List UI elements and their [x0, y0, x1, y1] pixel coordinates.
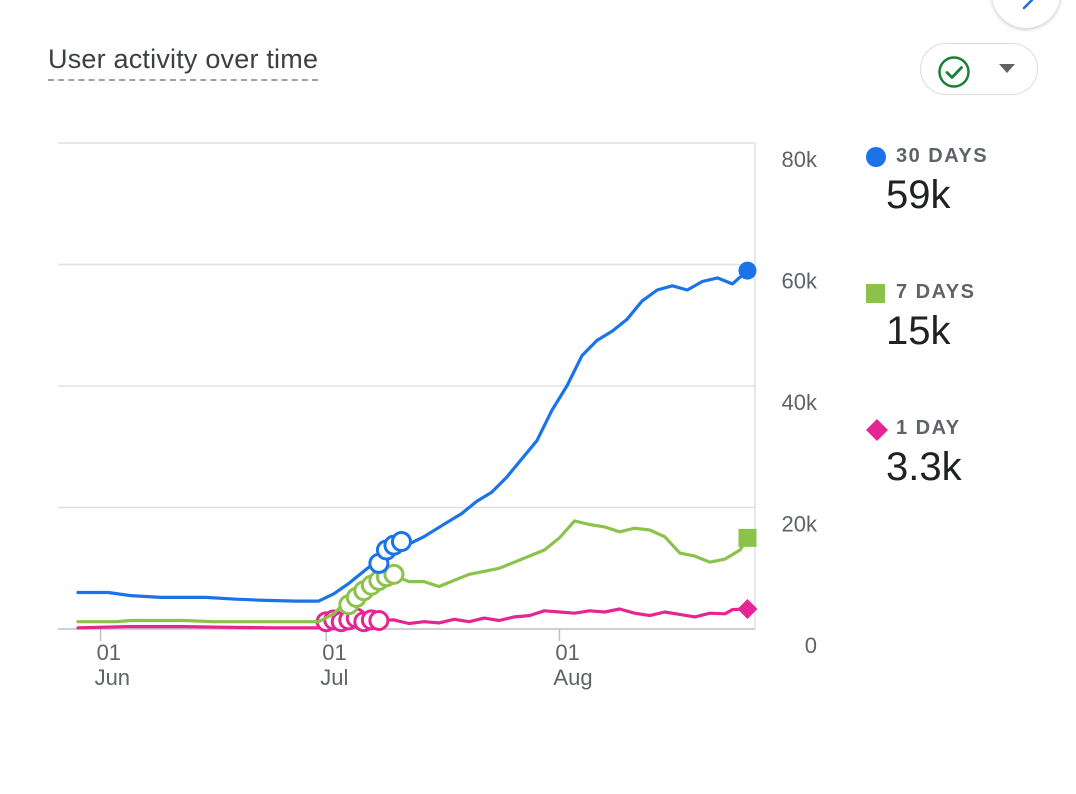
x-tick-month-label: Jul [320, 665, 348, 690]
legend-value: 3.3k [886, 445, 962, 489]
series-line [76, 269, 750, 603]
x-tick-day-label: 01 [555, 640, 579, 665]
anomaly-point[interactable] [383, 563, 405, 585]
x-tick-day-label: 01 [322, 640, 346, 665]
y-tick-label: 20k [782, 512, 818, 537]
y-tick-label: 60k [782, 269, 818, 294]
y-tick-label: 40k [782, 390, 818, 415]
legend-label: 7 DAYS [896, 281, 976, 303]
caret-down-icon [999, 64, 1015, 73]
anomaly-point[interactable] [368, 609, 390, 631]
chevron-icon [1022, 0, 1034, 10]
x-tick-month-label: Aug [553, 665, 592, 690]
legend-label: 30 DAYS [896, 145, 989, 167]
chart-series [76, 261, 758, 633]
circle-marker-icon [866, 147, 886, 167]
check-circle-icon [938, 56, 970, 88]
series-7-days [76, 519, 757, 624]
series-end-marker[interactable] [737, 598, 758, 619]
square-marker-icon [866, 284, 885, 303]
series-30-days [76, 261, 757, 603]
y-axis-ticks: 0 20k 40k 60k 80k [782, 147, 818, 658]
legend-label: 1 DAY [896, 417, 961, 439]
series-line [76, 519, 750, 624]
chart-grid [58, 142, 756, 630]
series-1-day [76, 598, 758, 633]
card-title[interactable]: User activity over time [48, 44, 319, 81]
x-tick-day-label: 01 [97, 640, 121, 665]
series-end-marker[interactable] [738, 261, 757, 280]
status-dropdown-button[interactable] [920, 43, 1038, 95]
y-tick-label: 0 [805, 633, 817, 658]
x-tick-month-label: Jun [95, 665, 130, 690]
legend-value: 15k [886, 309, 951, 353]
legend-value: 59k [886, 173, 951, 217]
diamond-marker-icon [866, 419, 888, 441]
series-line [76, 607, 750, 630]
anomaly-point[interactable] [390, 531, 412, 553]
series-end-marker[interactable] [738, 528, 757, 547]
y-tick-label: 80k [782, 147, 818, 172]
